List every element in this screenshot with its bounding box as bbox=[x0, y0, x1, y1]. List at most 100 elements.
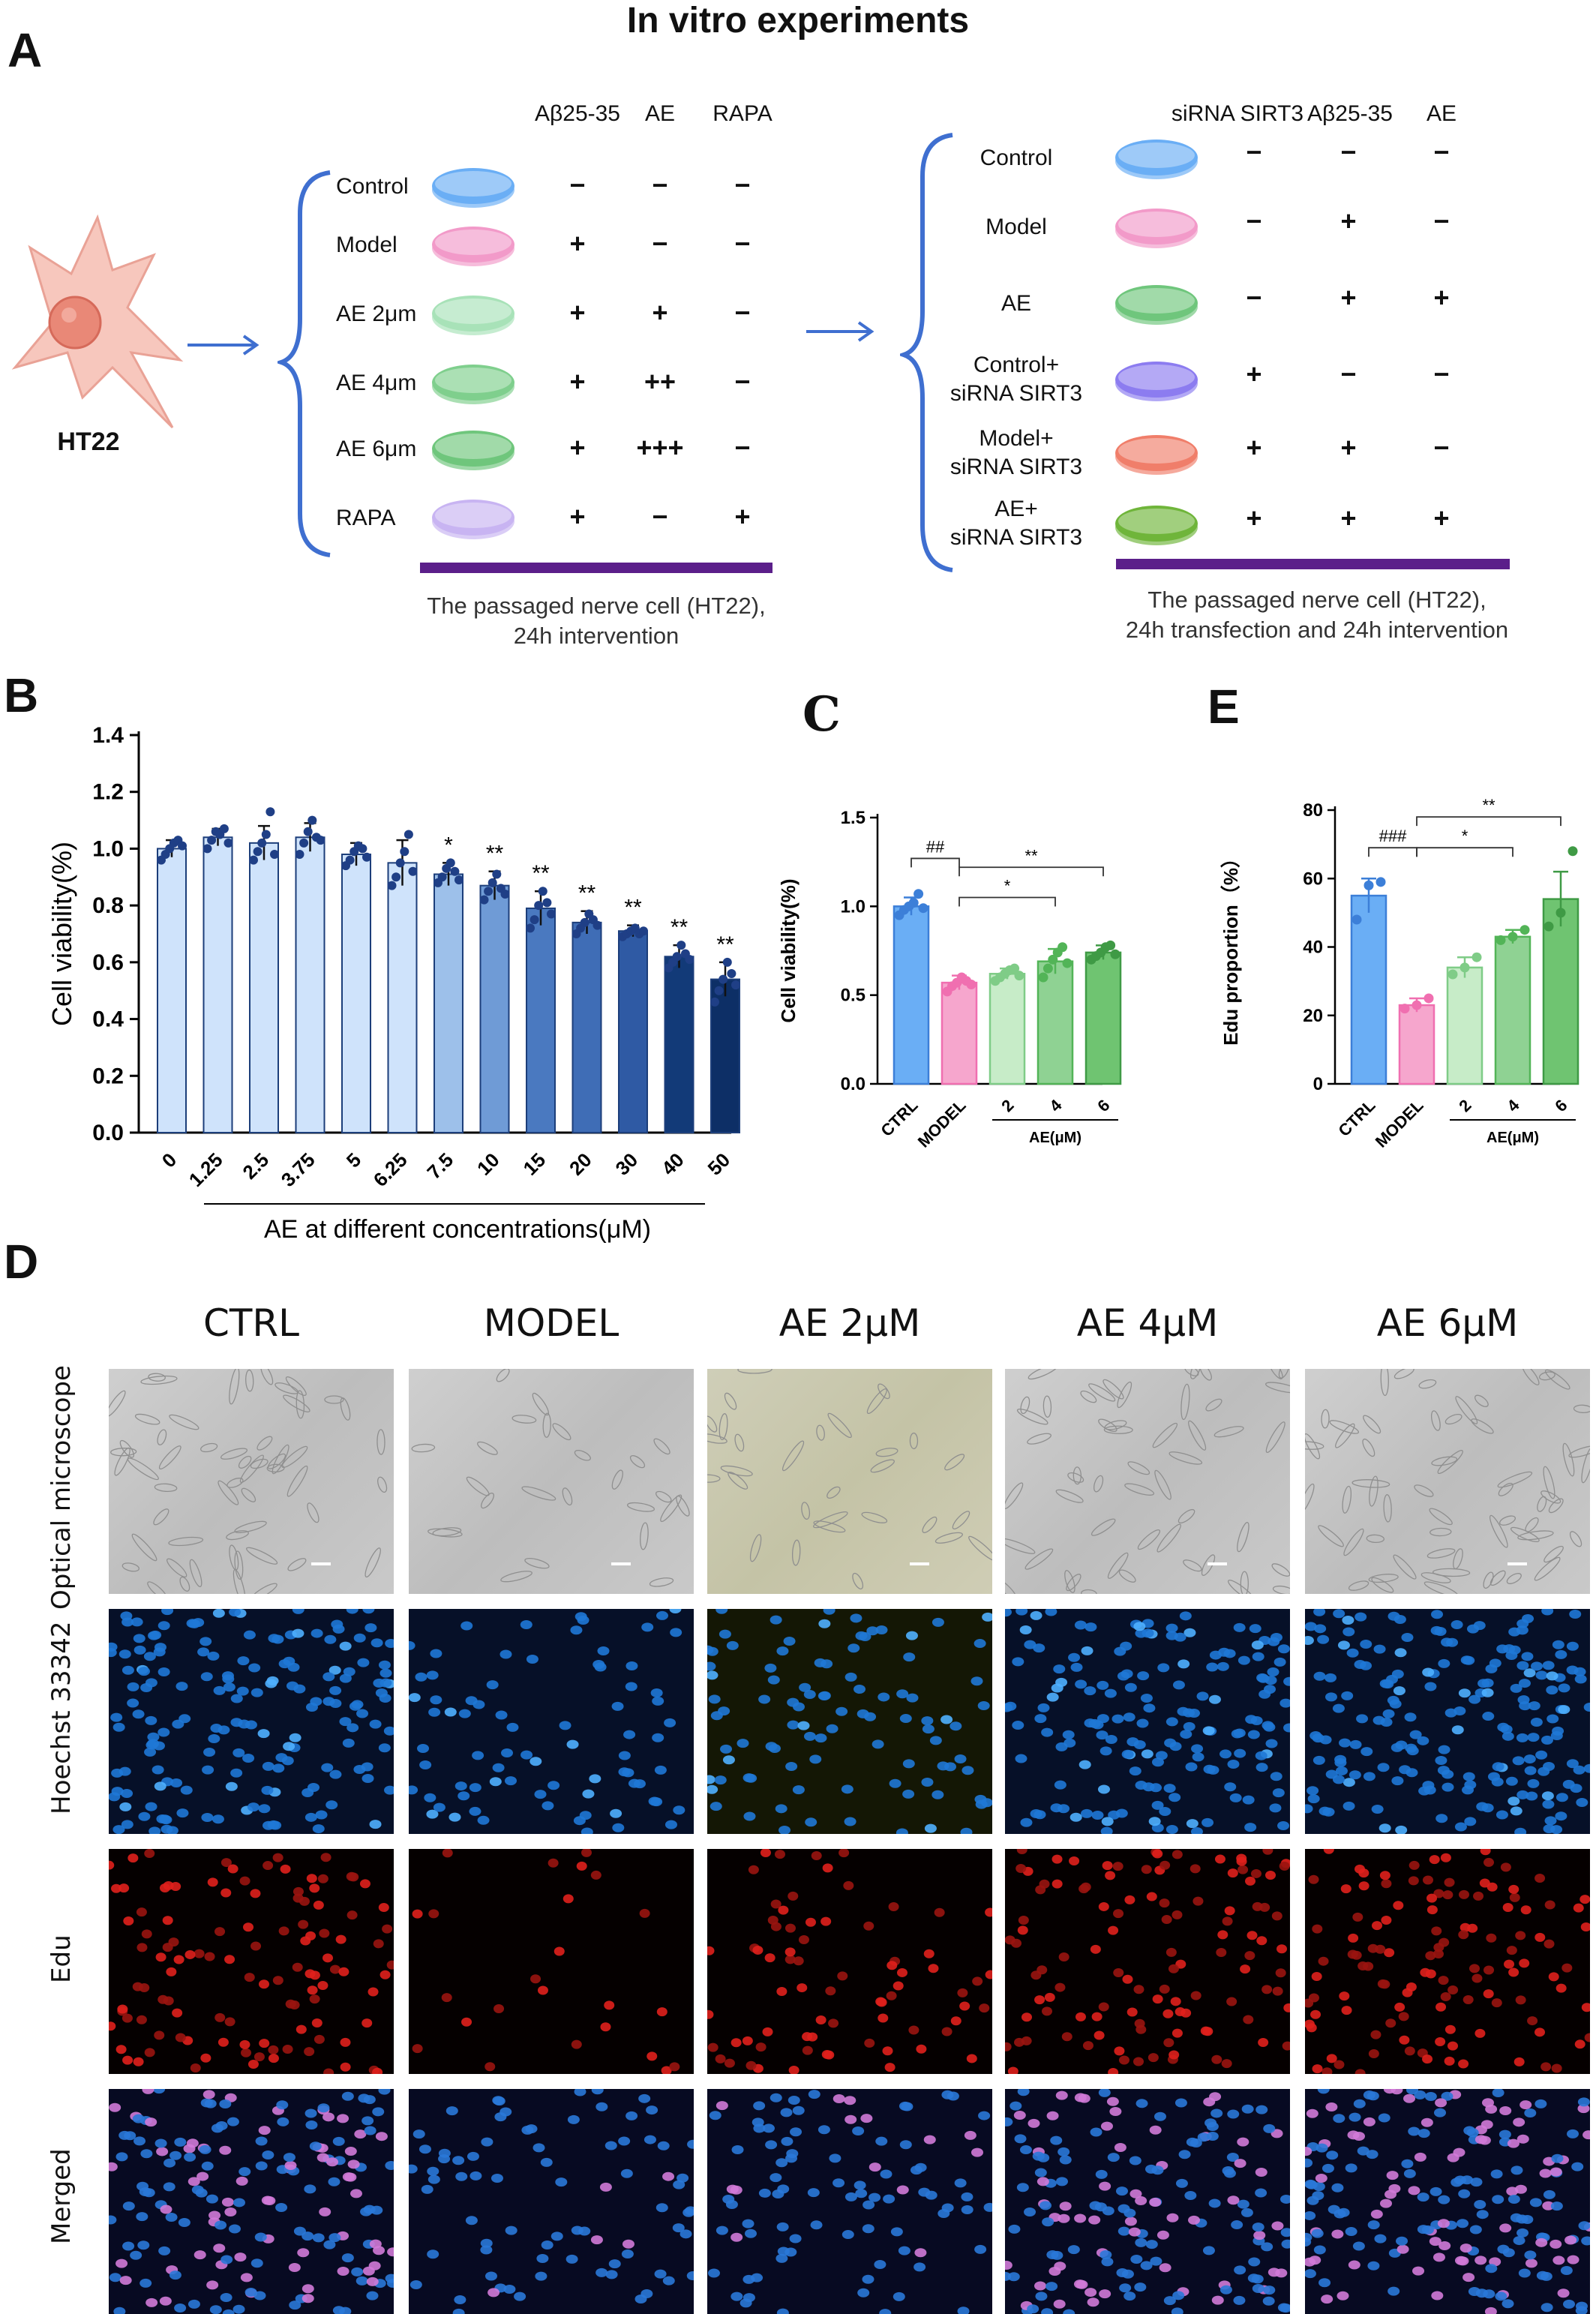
panel-d-letter: D bbox=[4, 1235, 39, 1289]
x-tick-label: 2 bbox=[998, 1096, 1017, 1115]
significance-bracket bbox=[1368, 847, 1418, 857]
data-point bbox=[592, 920, 602, 930]
treatment-sign: + bbox=[569, 432, 586, 463]
significance-bracket bbox=[958, 896, 1056, 907]
data-point bbox=[1038, 972, 1048, 983]
data-point bbox=[1048, 954, 1058, 965]
data-point bbox=[966, 979, 976, 989]
treatment-sign: + bbox=[734, 501, 751, 532]
data-point bbox=[362, 852, 371, 862]
data-point bbox=[580, 917, 590, 927]
neuron-illustration bbox=[11, 214, 184, 429]
micrograph-texture bbox=[109, 1609, 394, 1834]
y-tick-label: 0.5 bbox=[841, 986, 866, 1006]
row-title: Hoechst 33342 bbox=[46, 1620, 76, 1814]
significance-label: ** bbox=[670, 915, 688, 940]
data-point bbox=[1508, 932, 1518, 942]
panel-b-letter: B bbox=[4, 668, 39, 722]
group-label: AE(μM) bbox=[1486, 1130, 1539, 1146]
micrograph-texture bbox=[411, 1369, 690, 1587]
micrograph-texture bbox=[412, 1849, 680, 2074]
column-title: MODEL bbox=[483, 1301, 620, 1345]
y-tick-label: 20 bbox=[1303, 1006, 1323, 1026]
y-tick-label: 1.4 bbox=[92, 723, 124, 748]
treatment-sign: − bbox=[734, 366, 751, 397]
x-tick-label: MODEL bbox=[914, 1096, 970, 1151]
micrograph-texture bbox=[109, 2089, 394, 2314]
data-point bbox=[714, 986, 724, 995]
bar bbox=[479, 884, 510, 1133]
micrograph-hoechst bbox=[707, 1609, 992, 1834]
data-point bbox=[400, 847, 410, 857]
panel-a-letter: A bbox=[8, 23, 43, 77]
micrograph-edu bbox=[109, 1849, 394, 2074]
micrograph-merged bbox=[409, 2089, 694, 2314]
row-title: Edu bbox=[46, 1934, 76, 1983]
treatment-sign: − bbox=[1433, 206, 1450, 236]
scale-bar bbox=[910, 1562, 929, 1565]
left-timeline-bar bbox=[420, 563, 772, 573]
data-point bbox=[202, 844, 212, 854]
micrograph-edu bbox=[707, 1849, 992, 2074]
treatment-sign: + bbox=[1340, 432, 1357, 463]
treatment-sign: + bbox=[569, 366, 586, 397]
data-point bbox=[178, 841, 187, 851]
data-point bbox=[908, 898, 919, 908]
bar bbox=[1446, 966, 1484, 1085]
micrograph-texture bbox=[409, 2089, 694, 2314]
significance-label: ** bbox=[1482, 796, 1496, 815]
data-point bbox=[479, 895, 489, 905]
right-row-label: Model bbox=[986, 215, 1047, 239]
x-tick-label: 1.25 bbox=[184, 1148, 227, 1191]
data-point bbox=[534, 901, 544, 911]
x-tick-label: MODEL bbox=[1372, 1096, 1427, 1151]
data-point bbox=[1448, 969, 1458, 980]
data-point bbox=[454, 875, 464, 885]
x-tick-label: 7.5 bbox=[422, 1148, 458, 1184]
micrograph-texture bbox=[109, 1369, 388, 1594]
x-tick-label: 40 bbox=[657, 1148, 688, 1180]
data-point bbox=[639, 926, 648, 936]
column-title: CTRL bbox=[202, 1301, 300, 1345]
micrograph-optical bbox=[1305, 1369, 1590, 1594]
treatment-sign: − bbox=[1340, 137, 1357, 167]
culture-dish-icon bbox=[1115, 140, 1198, 176]
culture-dish-icon bbox=[1115, 506, 1198, 542]
data-point bbox=[547, 909, 556, 919]
data-point bbox=[676, 941, 686, 950]
micrograph-texture bbox=[707, 1369, 992, 1589]
data-point bbox=[731, 980, 740, 990]
bar bbox=[664, 956, 694, 1133]
data-point bbox=[538, 887, 548, 896]
treatment-sign: − bbox=[652, 501, 668, 532]
y-tick-label: 0.0 bbox=[92, 1121, 124, 1145]
y-tick-label: 60 bbox=[1303, 869, 1323, 889]
x-tick-label: 0 bbox=[158, 1148, 181, 1172]
significance-label: ** bbox=[532, 861, 550, 886]
data-point bbox=[295, 850, 304, 859]
bar bbox=[295, 836, 326, 1134]
right-row-label: siRNA SIRT3 bbox=[950, 525, 1083, 550]
x-tick-label: 6.25 bbox=[369, 1148, 412, 1191]
data-point bbox=[542, 898, 552, 908]
significance-bracket bbox=[958, 866, 1104, 877]
bar bbox=[434, 873, 464, 1133]
micrograph-texture bbox=[109, 1849, 394, 2074]
x-tick-label: 3.75 bbox=[277, 1148, 320, 1191]
micrograph-optical bbox=[109, 1369, 394, 1594]
significance-label: ** bbox=[486, 842, 504, 866]
arrow-right-icon bbox=[188, 335, 260, 356]
data-point bbox=[718, 974, 728, 984]
treatment-sign: − bbox=[734, 297, 751, 328]
micrograph-edu bbox=[1005, 1849, 1290, 2074]
micrograph-texture bbox=[1305, 1369, 1590, 1594]
x-tick-label: 2 bbox=[1455, 1096, 1474, 1115]
y-tick-label: 40 bbox=[1303, 938, 1323, 958]
data-point bbox=[1042, 963, 1053, 974]
treatment-sign: + bbox=[1246, 503, 1262, 533]
treatment-sign: + bbox=[569, 501, 586, 532]
data-point bbox=[918, 903, 928, 914]
treatment-sign: − bbox=[1433, 137, 1450, 167]
significance-bracket bbox=[1416, 816, 1562, 827]
left-brace bbox=[278, 170, 331, 557]
